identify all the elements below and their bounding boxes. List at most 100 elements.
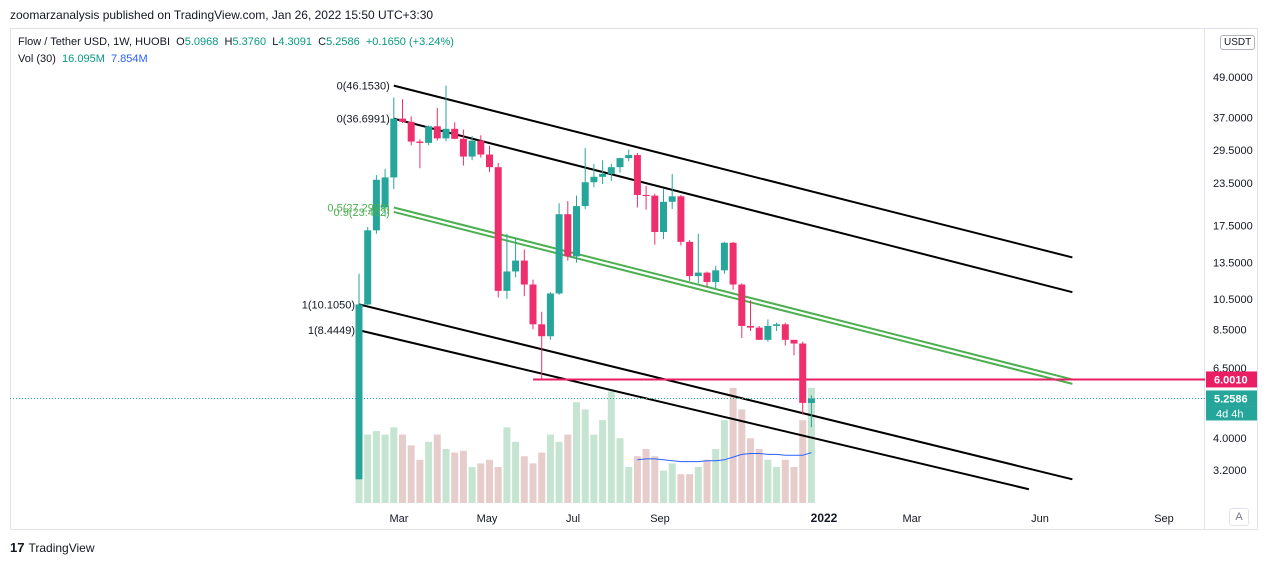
candle-body bbox=[607, 167, 615, 174]
volume-bar bbox=[694, 467, 702, 503]
candle-body bbox=[599, 173, 607, 177]
candle-body bbox=[660, 201, 667, 233]
candle-body bbox=[459, 138, 467, 157]
volume-bar bbox=[381, 434, 389, 503]
candle-body bbox=[790, 339, 798, 344]
symbol-name[interactable]: Flow / Tether USD, 1W, HUOBI bbox=[18, 36, 171, 48]
candle-body bbox=[564, 214, 572, 257]
price-axis[interactable] bbox=[1205, 28, 1258, 530]
countdown-label: 4d 4h bbox=[1216, 408, 1244, 420]
candle-body bbox=[616, 158, 624, 168]
candle-body bbox=[486, 154, 493, 168]
auto-scale-button[interactable]: A bbox=[1229, 508, 1249, 526]
candle-body bbox=[651, 195, 659, 233]
channel-label: 1(8.4449) bbox=[308, 325, 355, 337]
close-value: 5.2586 bbox=[326, 36, 360, 48]
candle-body bbox=[729, 242, 737, 285]
countdown-bg bbox=[1206, 406, 1257, 421]
x-tick-label: 2022 bbox=[811, 511, 838, 525]
high-label: H bbox=[224, 36, 233, 48]
last-price-label-bg bbox=[1206, 390, 1257, 407]
candle-body bbox=[686, 241, 694, 277]
volume-value: 16.095M bbox=[62, 53, 105, 65]
volume-bar bbox=[581, 409, 589, 503]
volume-ma-line bbox=[637, 452, 812, 463]
volume-bar bbox=[451, 452, 459, 503]
volume-bar bbox=[703, 459, 711, 503]
volume-bar bbox=[755, 449, 763, 503]
volume-bar bbox=[459, 450, 467, 503]
candle-body bbox=[390, 118, 398, 178]
high-value: 5.3760 bbox=[232, 36, 267, 48]
candle-body bbox=[442, 128, 450, 139]
y-tick-label: 10.5000 bbox=[1213, 294, 1253, 306]
volume-bar bbox=[538, 452, 546, 503]
volume-bar bbox=[616, 438, 624, 503]
volume-bar bbox=[599, 420, 607, 503]
volume-bar bbox=[364, 434, 372, 503]
volume-bar bbox=[512, 441, 520, 503]
candle-body bbox=[468, 140, 476, 157]
volume-bar bbox=[781, 459, 789, 503]
volume-bar bbox=[764, 459, 772, 503]
candle-body bbox=[773, 324, 781, 326]
volume-bar bbox=[555, 441, 563, 503]
volume-bar bbox=[590, 434, 598, 503]
x-tick-label: Jul bbox=[566, 513, 580, 525]
candle-body bbox=[529, 284, 537, 325]
volume-bar bbox=[686, 474, 694, 503]
volume-bar bbox=[520, 456, 528, 503]
volume-bar bbox=[633, 456, 641, 503]
footer-brand[interactable]: 17 TradingView bbox=[10, 540, 95, 555]
candle-body bbox=[372, 179, 380, 231]
brand-name: TradingView bbox=[28, 540, 95, 555]
channel-label: 0(36.6991) bbox=[337, 114, 390, 126]
candle-body bbox=[590, 176, 598, 183]
y-tick-label: 23.5000 bbox=[1213, 178, 1253, 190]
volume-bar bbox=[486, 459, 493, 503]
currency-unit-button[interactable]: USDT bbox=[1220, 35, 1256, 50]
x-tick-label: Mar bbox=[390, 513, 409, 525]
volume-bar bbox=[651, 456, 659, 503]
last-price-label: 5.2586 bbox=[1214, 393, 1248, 405]
candle-body bbox=[433, 126, 441, 139]
candle-body bbox=[799, 343, 807, 403]
y-tick-label: 37.0000 bbox=[1213, 112, 1253, 124]
candle-body bbox=[694, 272, 702, 277]
volume-bar bbox=[494, 467, 502, 503]
volume-bar bbox=[607, 391, 615, 503]
symbol-legend: Flow / Tether USD, 1W, HUOBI O5.0968 H5.… bbox=[18, 36, 454, 48]
volume-bar bbox=[738, 409, 746, 503]
open-label: O bbox=[176, 36, 185, 48]
candle-body bbox=[642, 194, 650, 196]
volume-bar bbox=[416, 459, 424, 503]
candle-body bbox=[677, 196, 685, 242]
volume-bar bbox=[407, 445, 415, 503]
volume-bar bbox=[477, 463, 485, 503]
candle-body bbox=[755, 327, 763, 340]
y-tick-label: 17.5000 bbox=[1213, 220, 1253, 232]
candle-body bbox=[538, 324, 546, 337]
close-label: C bbox=[318, 36, 327, 48]
volume-bar bbox=[433, 434, 441, 503]
channel-label: 1(10.1050) bbox=[302, 299, 355, 311]
volume-label[interactable]: Vol (30) bbox=[18, 53, 56, 65]
volume-bar bbox=[503, 427, 511, 503]
candle-body bbox=[399, 118, 406, 122]
volume-bar bbox=[442, 449, 450, 503]
volume-bar bbox=[425, 441, 433, 503]
candle-body bbox=[425, 126, 433, 143]
candle-body bbox=[407, 121, 415, 142]
tradingview-logo-icon: 17 bbox=[10, 540, 25, 555]
y-tick-label: 49.0000 bbox=[1213, 72, 1253, 84]
volume-bar bbox=[468, 467, 476, 503]
candle-body bbox=[703, 272, 711, 283]
candle-body bbox=[764, 325, 772, 340]
volume-bar bbox=[399, 434, 406, 503]
candle-body bbox=[581, 182, 589, 207]
candle-body bbox=[381, 177, 389, 208]
chart-pane[interactable] bbox=[10, 28, 1205, 530]
fib-label: 0.5(23.402) bbox=[334, 207, 390, 219]
volume-bar bbox=[807, 387, 815, 503]
